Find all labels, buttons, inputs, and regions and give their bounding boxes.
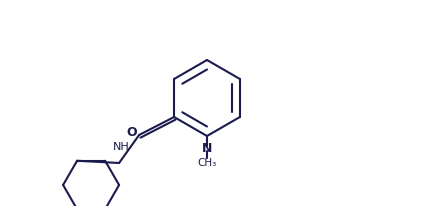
Text: NH: NH [113,141,130,151]
Text: O: O [127,126,138,139]
Text: N: N [202,142,212,155]
Text: CH₃: CH₃ [197,157,216,167]
